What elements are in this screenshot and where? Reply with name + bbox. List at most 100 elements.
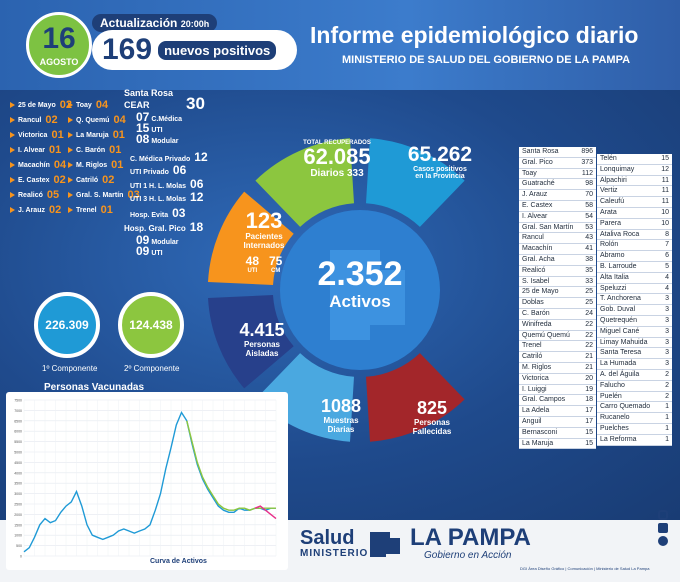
new-positives-pill: 169 nuevos positivos [92,30,297,70]
table-cell-name: La Maruja [522,439,554,447]
province-map-icon [330,250,405,340]
isolated-block: 4.415 Personas Aisladas [222,320,302,358]
pico-value: 18 [189,220,204,234]
table-cell-name: Rancul [522,234,544,242]
new-positives-count: 169 [102,33,153,66]
table-cell-value: 21 [585,363,593,371]
table-cell-name: Caleufú [600,198,625,206]
table-row: Limay Mahuida 3 [597,338,672,349]
segment-hospitalized [208,191,294,285]
deaths-value: 825 [416,398,448,418]
pico-label: Hosp. Gral. Pico [124,224,186,233]
table-cell-value: 3 [665,316,669,324]
y-tick-label: 2000 [14,513,22,517]
update-text: Actualización [100,16,178,30]
y-tick-label: 4500 [14,461,22,465]
table-cell-value: 2 [665,381,669,389]
table-row: Carro Quemado 1 [597,402,672,414]
table-row: C. Barón 24 [519,309,596,320]
locality-value: 01 [51,129,64,141]
deaths-label-2: Fallecidas [412,427,452,436]
table-row: Caleufú 11 [597,197,672,208]
deaths-label-1: Personas [413,418,451,427]
locality-value: 02 [53,174,66,186]
locality-name: Toay [76,101,92,109]
table-cell-value: 70 [585,191,593,199]
locality-item: Rancul 02 [10,114,58,126]
table-cell-name: Rucanelo [600,414,630,422]
table-cell-value: 5 [665,262,669,270]
table-cell-value: 10 [661,208,669,216]
locality-name: Rancul [18,116,42,124]
y-tick-label: 5500 [14,440,22,444]
cmedica-privado-label: C. Médica Privado [130,156,191,163]
table-cell-value: 58 [585,201,593,209]
arrow-icon [68,162,73,168]
table-cell-name: Miguel Cané [600,327,640,335]
cear-total: 30 [186,94,205,113]
table-cell-name: Gral. Campos [522,396,566,404]
uti-privado-value: 06 [172,163,187,177]
uti3-row: UTI 3 H. L. Molas 12 [130,190,203,204]
cear-cmedica-value: 07 [136,110,150,124]
table-cell-name: Speluzzi [600,284,627,292]
y-tick-label: 1500 [14,523,22,527]
table-row: Parera 10 [597,219,672,230]
cear-uti-row: 15 UTI [132,121,163,135]
vaccine-second-value: 124.438 [129,318,173,332]
table-cell-value: 98 [585,180,593,188]
table-row: Rolón 7 [597,240,672,252]
table-row: Realicó 35 [519,266,596,277]
y-tick-label: 7000 [14,409,22,413]
cear-uti-value: 15 [136,121,150,135]
table-cell-value: 15 [585,439,593,447]
table-row: Anguil 17 [519,417,596,428]
table-row: Catriló 21 [519,352,596,363]
table-cell-value: 6 [665,252,669,260]
evita-label: Hosp. Evita [130,212,169,219]
uti-label: UTI [247,268,258,274]
locality-value: 04 [95,99,109,111]
hospitalized-block: 123 Pacientes Internados 48 UTI 75 CM [226,210,302,275]
locality-name: M. Riglos [76,161,108,169]
positives-label-2: en la Provincia [415,173,465,180]
table-cell-value: 3 [665,360,669,368]
cear-cmedica-row: 07 C.Médica [132,110,182,124]
social-icons [658,510,668,546]
table-cell-name: 25 de Mayo [522,288,559,296]
table-row: Rancul 43 [519,233,596,245]
table-cell-value: 4 [665,273,669,281]
samples-label-2: Diarias [327,425,355,434]
locality-name: La Maruja [76,131,109,139]
table-cell-name: Trenel [522,342,542,350]
table-row: Gral. Pico 373 [519,158,596,169]
table-cell-value: 54 [585,212,593,220]
table-cell-name: Catriló [522,353,543,361]
table-cell-name: I. Luiggi [522,385,547,393]
table-row: Abramo 6 [597,251,672,262]
table-cell-name: La Reforma [600,435,637,443]
twitter-icon[interactable] [658,536,668,546]
deaths-block: 825 Personas Fallecidas [392,398,472,436]
table-cell-name: B. Larroude [600,262,637,270]
table-cell-value: 15 [661,155,669,162]
facebook-icon[interactable] [658,523,668,533]
instagram-icon[interactable] [658,510,668,520]
table-cell-name: Realicó [522,266,546,274]
table-row: Toay 112 [519,169,596,180]
locality-name: Realicó [18,191,43,199]
table-row: Rucanelo 1 [597,413,672,424]
vaccine-first-circle: 226.309 [34,292,100,358]
locality-item: Toay 04 [68,99,108,111]
table-row: E. Castex 58 [519,201,596,212]
segment-deaths [366,353,465,442]
localities-table-right: Telén 15 Lonquimay 12 Alpachiri 11 Vertiz 11 Cal… [597,154,672,446]
table-cell-name: M. Riglos [522,363,552,371]
salud-text: Salud [300,527,355,549]
uti3-value: 12 [190,190,204,204]
santa-rosa-label: Santa Rosa [124,88,174,98]
locality-item: J. Arauz 02 [10,204,61,216]
locality-item: Victorica 01 [10,129,64,141]
pico-modular-label: Modular [151,239,179,246]
ministerio-text: MINISTERIO [300,548,369,559]
